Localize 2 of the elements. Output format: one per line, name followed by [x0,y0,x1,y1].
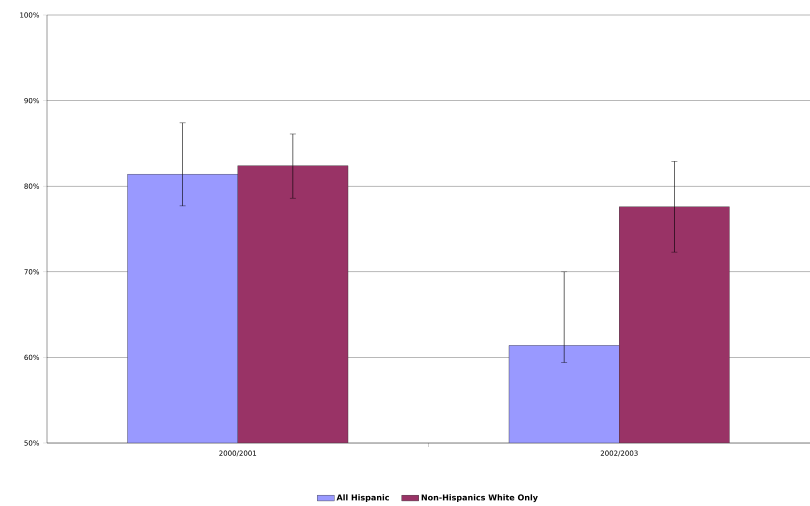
legend-label: Non-Hispanics White Only [422,494,538,502]
legend-label: All Hispanic [336,494,389,502]
